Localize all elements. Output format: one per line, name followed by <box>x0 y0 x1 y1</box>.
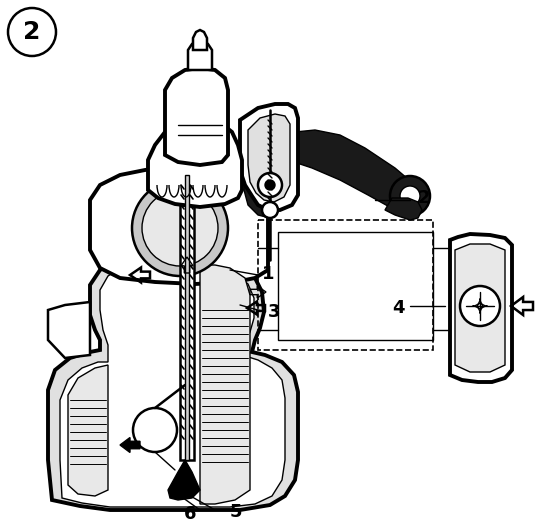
Polygon shape <box>60 265 285 507</box>
Circle shape <box>262 202 278 218</box>
Polygon shape <box>48 260 298 510</box>
Polygon shape <box>193 30 207 50</box>
Bar <box>278 232 433 340</box>
Polygon shape <box>120 437 140 452</box>
Circle shape <box>390 176 430 216</box>
Polygon shape <box>90 168 268 284</box>
Circle shape <box>133 408 177 452</box>
Circle shape <box>400 186 420 206</box>
Polygon shape <box>48 302 90 358</box>
Text: 5: 5 <box>230 503 242 520</box>
Polygon shape <box>240 104 298 210</box>
Polygon shape <box>148 120 242 207</box>
Bar <box>258 220 433 350</box>
Text: 1: 1 <box>262 265 274 283</box>
Text: 2: 2 <box>418 189 431 207</box>
Bar <box>185 175 189 460</box>
Polygon shape <box>450 234 512 382</box>
Polygon shape <box>165 68 228 165</box>
Polygon shape <box>248 114 290 202</box>
Circle shape <box>132 180 228 276</box>
Circle shape <box>265 180 275 190</box>
Circle shape <box>460 286 500 326</box>
Polygon shape <box>68 365 108 496</box>
Text: 4: 4 <box>393 299 405 317</box>
Polygon shape <box>455 244 505 372</box>
Polygon shape <box>385 198 422 220</box>
Circle shape <box>142 190 218 266</box>
Text: 3: 3 <box>268 303 280 321</box>
Circle shape <box>8 8 56 56</box>
Polygon shape <box>200 265 250 504</box>
Text: 2: 2 <box>24 20 41 44</box>
Polygon shape <box>168 460 200 500</box>
Circle shape <box>258 173 282 197</box>
Text: 6: 6 <box>184 505 196 520</box>
Polygon shape <box>188 40 212 70</box>
Polygon shape <box>244 130 420 218</box>
Bar <box>180 170 194 460</box>
